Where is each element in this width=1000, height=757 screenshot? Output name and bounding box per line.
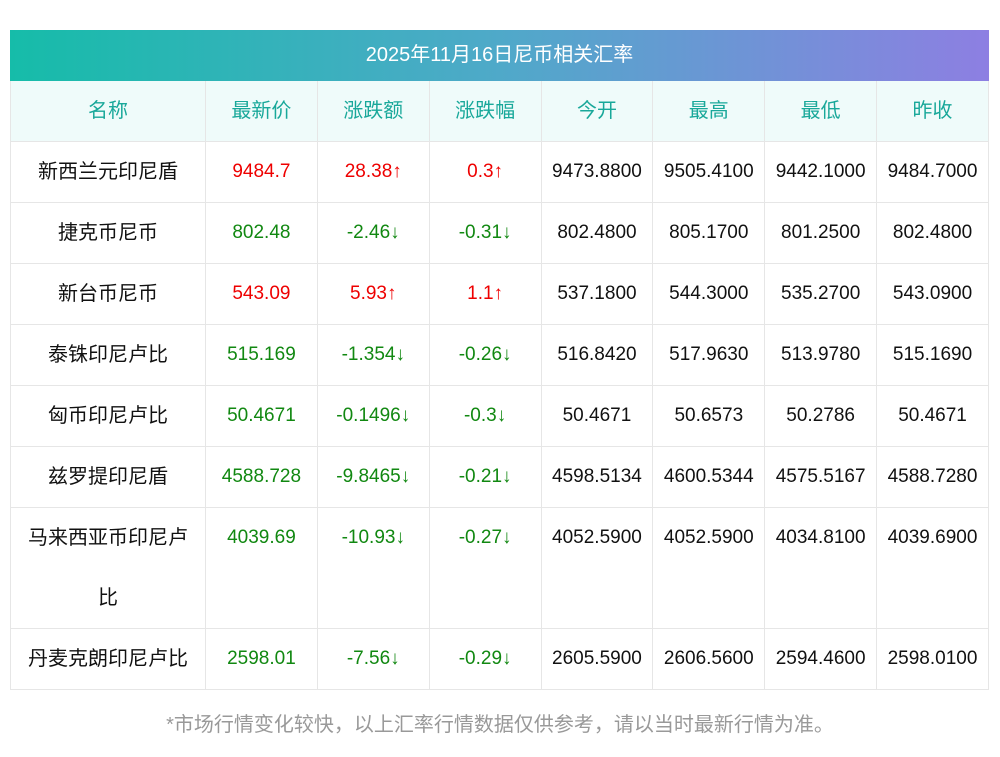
rate-cell: 4034.8100 xyxy=(764,507,878,629)
rate-cell: 515.169 xyxy=(205,324,318,386)
table-row: 新西兰元印尼盾 9484.7 28.38↑ 0.3↑ 9473.8800 9505.410… xyxy=(10,141,989,203)
rate-cell: 516.8420 xyxy=(540,324,654,386)
currency-name: 捷克币尼币 xyxy=(10,202,206,264)
currency-name: 新西兰元印尼盾 xyxy=(10,141,206,203)
rate-cell: 9473.8800 xyxy=(540,141,654,203)
header-cell: 名称 xyxy=(10,81,206,142)
table-row: 泰铢印尼卢比 515.169 -1.354↓ -0.26↓ 516.8420 517.96… xyxy=(10,324,989,386)
rate-cell: 802.4800 xyxy=(876,202,989,264)
rate-cell: 2606.5600 xyxy=(652,628,766,690)
header-cell: 最新价 xyxy=(205,81,318,142)
rate-cell: 4039.6900 xyxy=(876,507,989,629)
rate-cell: 50.2786 xyxy=(764,385,878,447)
rate-cell: 50.4671 xyxy=(205,385,318,447)
rate-cell: 1.1↑ xyxy=(428,263,542,325)
rate-table: 名称 最新价 涨跌额 涨跌幅 今开 最高 最低 昨收 新西兰元印尼盾 9484.7 28.38↑ 0… xyxy=(10,81,989,690)
rate-cell: 4600.5344 xyxy=(652,446,766,508)
rate-cell: 9505.4100 xyxy=(652,141,766,203)
rate-cell: -2.46↓ xyxy=(316,202,430,264)
header-cell: 今开 xyxy=(540,81,654,142)
rate-cell: 801.2500 xyxy=(764,202,878,264)
table-row: 匈币印尼卢比 50.4671 -0.1496↓ -0.3↓ 50.4671 50.6573… xyxy=(10,385,989,447)
currency-name: 匈币印尼卢比 xyxy=(10,385,206,447)
rate-cell: 513.9780 xyxy=(764,324,878,386)
header-cell: 涨跌额 xyxy=(316,81,430,142)
rate-cell: 2598.01 xyxy=(205,628,318,690)
rate-cell: -9.8465↓ xyxy=(316,446,430,508)
rate-cell: 5.93↑ xyxy=(316,263,430,325)
currency-name: 新台币尼币 xyxy=(10,263,206,325)
rate-cell: 50.6573 xyxy=(652,385,766,447)
table-row: 捷克币尼币 802.48 -2.46↓ -0.31↓ 802.4800 805.1700 8… xyxy=(10,202,989,264)
rate-cell: 4039.69 xyxy=(205,507,318,629)
currency-name: 马来西亚币印尼卢比 xyxy=(10,507,206,629)
rate-cell: 4588.728 xyxy=(205,446,318,508)
rate-cell: 50.4671 xyxy=(876,385,989,447)
rate-cell: 515.1690 xyxy=(876,324,989,386)
rate-cell: 9484.7000 xyxy=(876,141,989,203)
rate-cell: 2605.5900 xyxy=(540,628,654,690)
rate-cell: 544.3000 xyxy=(652,263,766,325)
rate-cell: 2594.4600 xyxy=(764,628,878,690)
rate-cell: -1.354↓ xyxy=(316,324,430,386)
rate-cell: 28.38↑ xyxy=(316,141,430,203)
header-cell: 涨跌幅 xyxy=(428,81,542,142)
rate-cell: 537.1800 xyxy=(540,263,654,325)
rate-cell: 543.09 xyxy=(205,263,318,325)
rate-cell: 805.1700 xyxy=(652,202,766,264)
header-row: 名称 最新价 涨跌额 涨跌幅 今开 最高 最低 昨收 xyxy=(10,81,989,142)
table-row: 兹罗提印尼盾 4588.728 -9.8465↓ -0.21↓ 4598.5134 460… xyxy=(10,446,989,508)
table-row: 丹麦克朗印尼卢比 2598.01 -7.56↓ -0.29↓ 2605.5900 2606… xyxy=(10,628,989,690)
rate-cell: 543.0900 xyxy=(876,263,989,325)
rate-cell: -0.31↓ xyxy=(428,202,542,264)
rate-cell: 4588.7280 xyxy=(876,446,989,508)
rate-cell: 517.9630 xyxy=(652,324,766,386)
rate-cell: -0.27↓ xyxy=(428,507,542,629)
table-row: 新台币尼币 543.09 5.93↑ 1.1↑ 537.1800 544.3000 535.… xyxy=(10,263,989,325)
rate-cell: -0.1496↓ xyxy=(316,385,430,447)
rate-table-panel: 2025年11月16日尼币相关汇率 名称 最新价 涨跌额 涨跌幅 今开 最高 最低 昨收 新西… xyxy=(10,30,989,690)
rate-cell: 4575.5167 xyxy=(764,446,878,508)
rate-cell: 4598.5134 xyxy=(540,446,654,508)
currency-name: 兹罗提印尼盾 xyxy=(10,446,206,508)
table-row: 马来西亚币印尼卢比 4039.69 -10.93↓ -0.27↓ 4052.5900 40… xyxy=(10,507,989,629)
rate-cell: 9484.7 xyxy=(205,141,318,203)
currency-name: 泰铢印尼卢比 xyxy=(10,324,206,386)
rate-cell: -7.56↓ xyxy=(316,628,430,690)
rate-cell: 4052.5900 xyxy=(652,507,766,629)
rate-cell: -0.21↓ xyxy=(428,446,542,508)
footnote: *市场行情变化较快，以上汇率行情数据仅供参考，请以当时最新行情为准。 xyxy=(166,714,834,736)
rate-cell: 802.48 xyxy=(205,202,318,264)
currency-name: 丹麦克朗印尼卢比 xyxy=(10,628,206,690)
rate-cell: -0.29↓ xyxy=(428,628,542,690)
rate-cell: -0.3↓ xyxy=(428,385,542,447)
rate-cell: 4052.5900 xyxy=(540,507,654,629)
header-cell: 昨收 xyxy=(876,81,989,142)
rate-cell: 802.4800 xyxy=(540,202,654,264)
rate-cell: -0.26↓ xyxy=(428,324,542,386)
table-title: 2025年11月16日尼币相关汇率 xyxy=(10,30,989,81)
header-cell: 最高 xyxy=(652,81,766,142)
rate-cell: 9442.1000 xyxy=(764,141,878,203)
rate-cell: 50.4671 xyxy=(540,385,654,447)
rate-cell: 535.2700 xyxy=(764,263,878,325)
header-cell: 最低 xyxy=(764,81,878,142)
rate-cell: -10.93↓ xyxy=(316,507,430,629)
rate-cell: 0.3↑ xyxy=(428,141,542,203)
rate-cell: 2598.0100 xyxy=(876,628,989,690)
